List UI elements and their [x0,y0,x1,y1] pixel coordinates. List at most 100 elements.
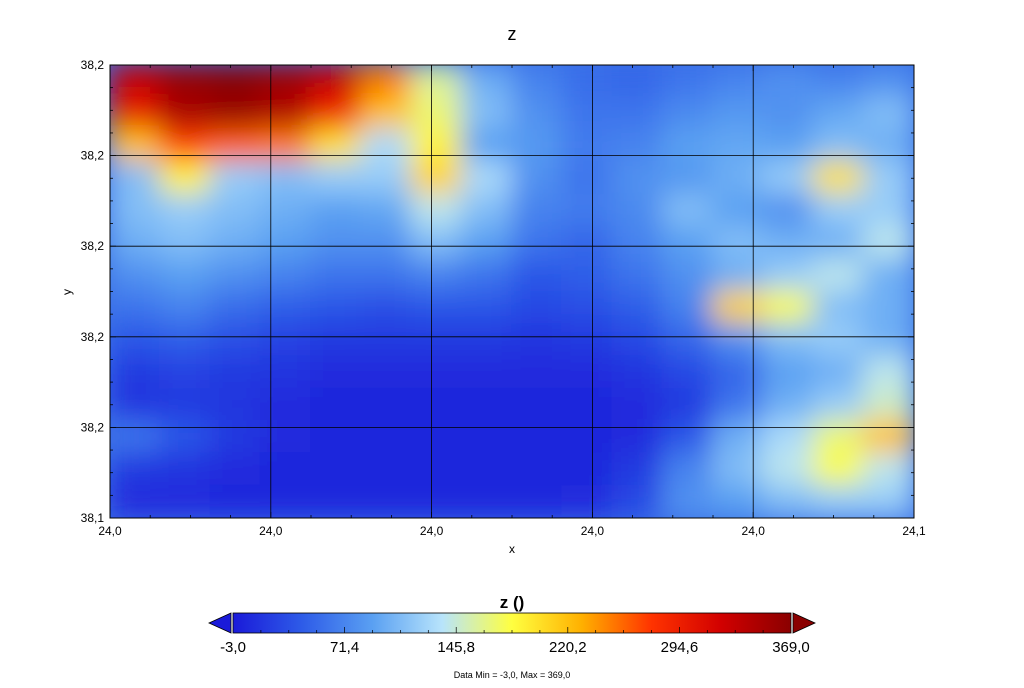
heatmap-cell [360,419,413,455]
heatmap-cell [611,322,664,358]
colorbar-max-arrow [792,612,816,634]
heatmap-cell [209,258,262,293]
heatmap-cell [611,65,664,99]
heatmap-cell [360,258,413,293]
heatmap-cell [762,484,815,518]
heatmap-cell [712,193,765,228]
heatmap-cell [611,484,664,518]
x-tick-label: 24,0 [259,524,283,538]
heatmap-cell [410,355,463,390]
heatmap-cell [360,290,413,325]
heatmap-cell [812,290,865,325]
heatmap-cell [460,290,513,325]
heatmap-cell [812,193,865,228]
heatmap-cell [511,452,564,487]
x-tick-label: 24,1 [902,524,926,538]
heatmap-cell [611,452,664,487]
heatmap-cell [259,96,312,131]
heatmap-cell [110,258,162,293]
heatmap-cell [812,128,865,164]
heatmap-cell [159,355,212,390]
heatmap-cell [812,96,865,131]
heatmap-cell [611,96,664,131]
heatmap-cell [712,96,765,131]
heatmap-cell [661,387,714,422]
heatmap-cell [159,484,212,518]
heatmap-cell [159,161,212,196]
heatmap-cell [712,65,765,99]
heatmap-area [110,65,914,518]
heatmap-cell [110,355,162,390]
heatmap-cell [712,225,765,261]
heatmap-cell [762,387,815,422]
colorbar-min-arrow [208,612,232,634]
heatmap-cell [110,193,162,228]
heatmap-cell [762,290,815,325]
y-tick-label: 38,2 [81,330,105,344]
heatmap-cell [310,128,363,164]
heatmap-cell [310,452,363,487]
colorbar-tick-label: 369,0 [772,639,810,656]
heatmap-cell [159,96,212,131]
colorbar-title: z () [500,593,525,612]
heatmap-cell [360,225,413,261]
heatmap-cell [460,387,513,422]
heatmap-cell [460,96,513,131]
heatmap-cell [410,452,463,487]
heatmap-cell [561,290,614,325]
heatmap-cell [259,225,312,261]
heatmap-cell [360,484,413,518]
heatmap-cell [110,387,162,422]
heatmap-cell [159,258,212,293]
heatmap-cell [812,322,865,358]
heatmap-cell [310,225,363,261]
heatmap-cell [561,387,614,422]
heatmap-cell [209,65,262,99]
heatmap-cell [661,322,714,358]
heatmap-cell [511,419,564,455]
heatmap-cell [360,193,413,228]
heatmap-cell [310,290,363,325]
heatmap-cell [712,161,765,196]
heatmap-cell [661,193,714,228]
heatmap-cell [110,128,162,164]
heatmap-cell [862,355,914,390]
heatmap-cell [561,258,614,293]
heatmap-cell [561,65,614,99]
heatmap-cell [862,419,914,455]
heatmap-cell [862,387,914,422]
heatmap-cell [310,65,363,99]
heatmap-cell [862,161,914,196]
heatmap-cell [862,193,914,228]
heatmap-cell [460,484,513,518]
heatmap-cell [661,225,714,261]
heatmap-cell [310,258,363,293]
heatmap-cell [762,355,815,390]
heatmap-cell [259,290,312,325]
heatmap-cell [410,290,463,325]
heatmap-cell [812,387,865,422]
heatmap-cell [259,193,312,228]
heatmap-cell [511,128,564,164]
heatmap-cell [511,355,564,390]
heatmap-cell [259,65,312,99]
heatmap-cell [310,484,363,518]
heatmap-cell [611,225,664,261]
heatmap-cell [360,355,413,390]
heatmap-cell [159,387,212,422]
y-tick-label: 38,2 [81,239,105,253]
heatmap-cell [561,128,614,164]
heatmap-cell [611,290,664,325]
heatmap-cell [862,484,914,518]
colorbar-ticks [260,627,764,633]
heatmap-cell [762,258,815,293]
heatmap-cell [812,419,865,455]
heatmap-cell [360,387,413,422]
heatmap-cell [511,161,564,196]
heatmap-cell [410,258,463,293]
heatmap-cell [511,96,564,131]
heatmap-cell [209,322,262,358]
axis-ticks [109,64,915,519]
heatmap-cell [511,322,564,358]
heatmap-cell [110,96,162,131]
